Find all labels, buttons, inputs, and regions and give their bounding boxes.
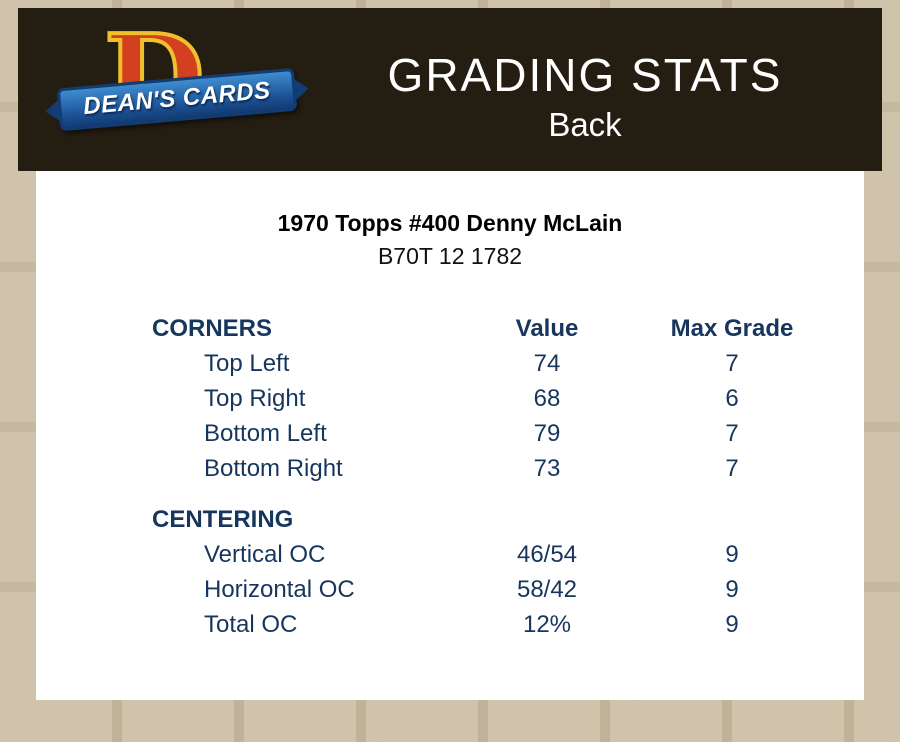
table-header-row: CORNERS Value Max Grade: [152, 311, 864, 346]
row-max: 9: [725, 611, 739, 638]
row-label: Bottom Right: [204, 455, 343, 482]
row-label: Bottom Left: [204, 420, 327, 447]
row-value: 12%: [522, 611, 572, 638]
row-value: 74: [533, 350, 561, 377]
table-row: Top Right 68 6: [152, 381, 864, 416]
row-max: 7: [725, 420, 739, 447]
header-text: GRADING STATS Back: [298, 48, 872, 148]
row-max: 9: [725, 541, 739, 568]
row-value: 58/42: [516, 576, 578, 603]
row-label: Horizontal OC: [204, 576, 355, 603]
row-max: 9: [725, 576, 739, 603]
row-value: 73: [533, 455, 561, 482]
row-label: Vertical OC: [204, 541, 326, 568]
row-value: 68: [533, 385, 561, 412]
column-value: Value: [515, 315, 579, 342]
table-row: Horizontal OC 58/42 9: [152, 572, 864, 607]
stats-panel: 1970 Topps #400 Denny McLain B70T 12 178…: [36, 171, 864, 700]
section-corners: CORNERS: [152, 315, 273, 342]
card-title: 1970 Topps #400 Denny McLain: [277, 210, 623, 236]
card-code: B70T 12 1782: [377, 243, 523, 269]
row-label: Top Left: [204, 350, 290, 377]
page-subtitle: Back: [548, 106, 622, 143]
table-row: Total OC 12% 9: [152, 607, 864, 642]
column-max-grade: Max Grade: [670, 315, 794, 342]
table-row: Vertical OC 46/54 9: [152, 537, 864, 572]
row-max: 7: [725, 350, 739, 377]
grading-table: CORNERS Value Max Grade Top Left 74 7 To…: [152, 311, 864, 642]
row-label: Total OC: [204, 611, 298, 638]
row-label: Top Right: [204, 385, 306, 412]
row-max: 6: [725, 385, 739, 412]
header-bar: D DEAN'S CARDS GRADING STATS Back: [18, 8, 882, 171]
section-centering: CENTERING: [152, 506, 294, 533]
row-max: 7: [725, 455, 739, 482]
table-section-row: CENTERING: [152, 502, 864, 537]
row-value: 46/54: [516, 541, 578, 568]
deans-cards-logo: D DEAN'S CARDS: [56, 15, 306, 156]
table-row: Bottom Right 73 7: [152, 451, 864, 486]
page-title: GRADING STATS: [387, 49, 783, 101]
table-row: Bottom Left 79 7: [152, 416, 864, 451]
row-value: 79: [533, 420, 561, 447]
table-row: Top Left 74 7: [152, 346, 864, 381]
